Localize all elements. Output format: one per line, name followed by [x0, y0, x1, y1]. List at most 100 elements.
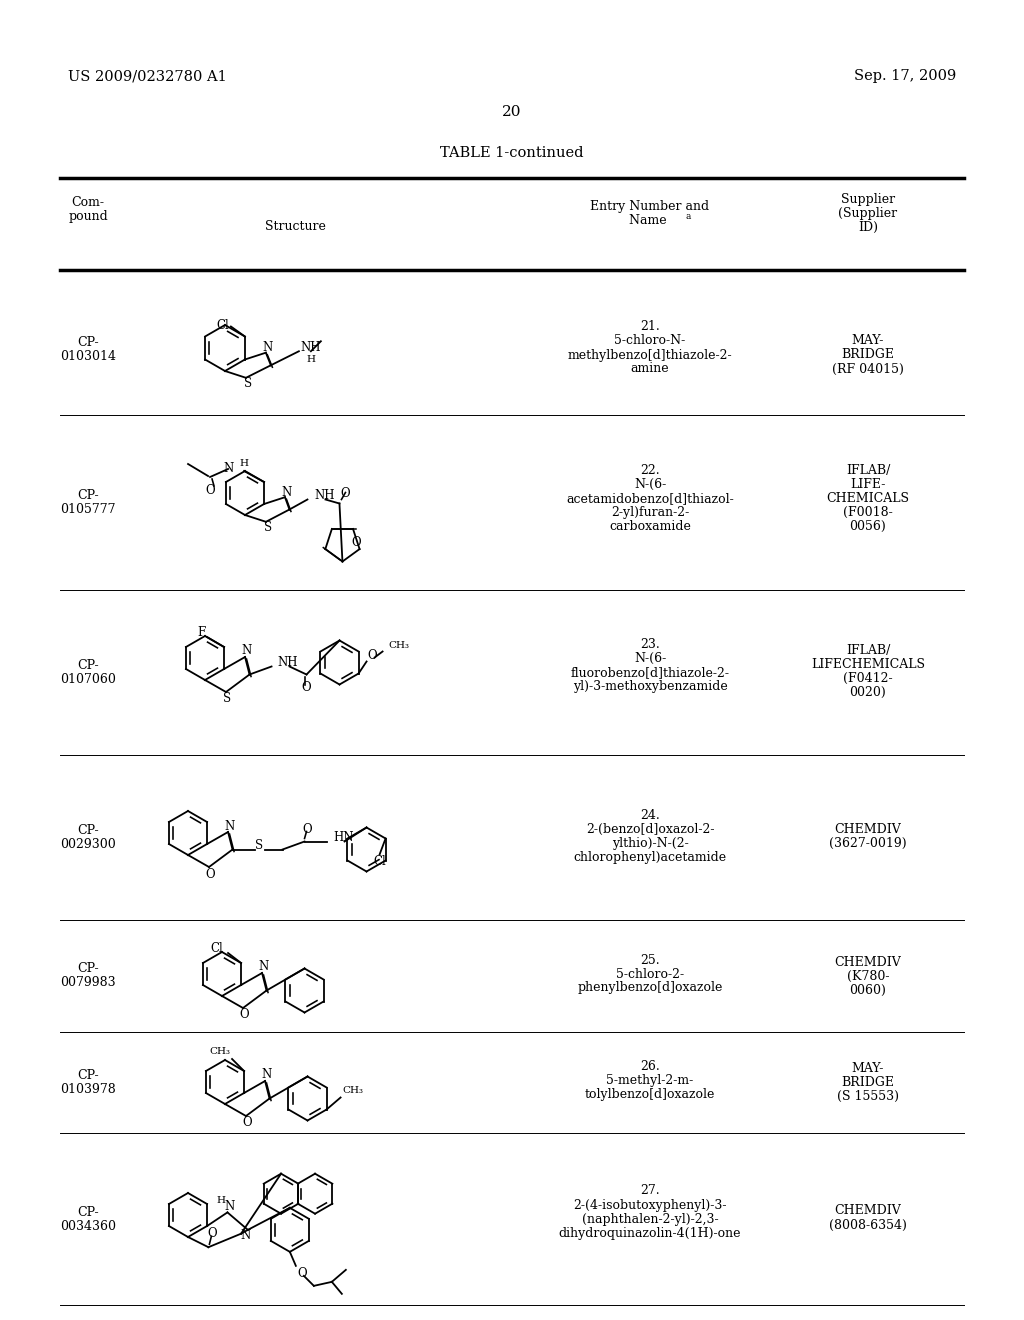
Text: LIFE-: LIFE-	[850, 478, 886, 491]
Text: H: H	[240, 458, 249, 467]
Text: 27.: 27.	[640, 1184, 659, 1197]
Text: Supplier: Supplier	[841, 193, 895, 206]
Text: 0105777: 0105777	[60, 503, 116, 516]
Text: 5-chloro-N-: 5-chloro-N-	[614, 334, 686, 347]
Text: 0079983: 0079983	[60, 977, 116, 990]
Text: IFLAB/: IFLAB/	[846, 465, 890, 477]
Text: O: O	[208, 1226, 217, 1239]
Text: O: O	[368, 649, 378, 663]
Text: 0107060: 0107060	[60, 673, 116, 686]
Text: F: F	[197, 627, 205, 639]
Text: (S 15553): (S 15553)	[837, 1090, 899, 1104]
Text: LIFECHEMICALS: LIFECHEMICALS	[811, 657, 925, 671]
Text: Structure: Structure	[264, 220, 326, 234]
Text: N: N	[224, 462, 234, 475]
Text: O: O	[240, 1008, 249, 1022]
Text: N-(6-: N-(6-	[634, 652, 667, 665]
Text: 0020): 0020)	[850, 686, 887, 700]
Text: methylbenzo[d]thiazole-2-: methylbenzo[d]thiazole-2-	[567, 348, 732, 362]
Text: NH: NH	[278, 656, 298, 669]
Text: 2-yl)furan-2-: 2-yl)furan-2-	[611, 506, 689, 519]
Text: CHEMDIV: CHEMDIV	[835, 822, 901, 836]
Text: US 2009/0232780 A1: US 2009/0232780 A1	[68, 69, 226, 83]
Text: IFLAB/: IFLAB/	[846, 644, 890, 657]
Text: 2-(benzo[d]oxazol-2-: 2-(benzo[d]oxazol-2-	[586, 822, 715, 836]
Text: 20: 20	[502, 106, 522, 119]
Text: pound: pound	[69, 210, 108, 223]
Text: CP-: CP-	[77, 659, 98, 672]
Text: S: S	[223, 693, 231, 705]
Text: O: O	[205, 867, 215, 880]
Text: CH₃: CH₃	[342, 1086, 364, 1096]
Text: CP-: CP-	[77, 1205, 98, 1218]
Text: CP-: CP-	[77, 335, 98, 348]
Text: O: O	[303, 822, 312, 836]
Text: (K780-: (K780-	[847, 969, 889, 982]
Text: Entry Number and: Entry Number and	[591, 201, 710, 213]
Text: yl)-3-methoxybenzamide: yl)-3-methoxybenzamide	[572, 680, 727, 693]
Text: (8008-6354): (8008-6354)	[829, 1218, 907, 1232]
Text: 24.: 24.	[640, 809, 659, 822]
Text: NH: NH	[314, 488, 335, 502]
Text: N: N	[224, 820, 234, 833]
Text: carboxamide: carboxamide	[609, 520, 691, 533]
Text: dihydroquinazolin-4(1H)-one: dihydroquinazolin-4(1H)-one	[559, 1226, 741, 1239]
Text: Cl: Cl	[216, 319, 229, 333]
Text: a: a	[685, 213, 690, 220]
Text: 0029300: 0029300	[60, 838, 116, 851]
Text: (F0018-: (F0018-	[843, 506, 893, 519]
Text: 0056): 0056)	[850, 520, 887, 533]
Text: CH₃: CH₃	[388, 642, 410, 649]
Text: Cl: Cl	[373, 855, 386, 869]
Text: 0034360: 0034360	[60, 1220, 116, 1233]
Text: H: H	[217, 1196, 226, 1205]
Text: ID): ID)	[858, 220, 878, 234]
Text: S: S	[255, 840, 263, 851]
Text: 5-methyl-2-m-: 5-methyl-2-m-	[606, 1074, 693, 1086]
Text: NH: NH	[301, 341, 322, 354]
Text: 5-chloro-2-: 5-chloro-2-	[616, 968, 684, 981]
Text: N: N	[224, 1200, 234, 1213]
Text: CP-: CP-	[77, 1069, 98, 1082]
Text: N: N	[240, 1229, 250, 1242]
Text: CH₃: CH₃	[210, 1048, 230, 1056]
Text: O: O	[243, 1117, 252, 1130]
Text: HN: HN	[334, 832, 354, 843]
Text: S: S	[264, 521, 272, 535]
Text: Com-: Com-	[72, 195, 104, 209]
Text: S: S	[244, 378, 252, 391]
Text: CHEMDIV: CHEMDIV	[835, 956, 901, 969]
Text: Sep. 17, 2009: Sep. 17, 2009	[854, 69, 956, 83]
Text: BRIDGE: BRIDGE	[842, 1076, 895, 1089]
Text: MAY-: MAY-	[852, 1063, 884, 1074]
Text: CP-: CP-	[77, 488, 98, 502]
Text: N: N	[261, 1068, 271, 1081]
Text: ylthio)-N-(2-: ylthio)-N-(2-	[611, 837, 688, 850]
Text: H: H	[306, 355, 315, 364]
Text: (RF 04015): (RF 04015)	[833, 363, 904, 375]
Text: chlorophenyl)acetamide: chlorophenyl)acetamide	[573, 851, 727, 865]
Text: N: N	[263, 341, 273, 354]
Text: N: N	[258, 961, 268, 974]
Text: CHEMDIV: CHEMDIV	[835, 1204, 901, 1217]
Text: O: O	[297, 1267, 306, 1280]
Text: 22.: 22.	[640, 465, 659, 477]
Text: 23.: 23.	[640, 638, 659, 651]
Text: tolylbenzo[d]oxazole: tolylbenzo[d]oxazole	[585, 1088, 715, 1101]
Text: N: N	[241, 644, 251, 657]
Text: amine: amine	[631, 363, 670, 375]
Text: BRIDGE: BRIDGE	[842, 348, 895, 362]
Text: O: O	[205, 483, 215, 496]
Text: (F0412-: (F0412-	[843, 672, 893, 685]
Text: 21.: 21.	[640, 321, 659, 334]
Text: TABLE 1-continued: TABLE 1-continued	[440, 147, 584, 160]
Text: (naphthalen-2-yl)-2,3-: (naphthalen-2-yl)-2,3-	[582, 1213, 718, 1225]
Text: O: O	[341, 487, 350, 500]
Text: N: N	[282, 486, 292, 499]
Text: 2-(4-isobutoxyphenyl)-3-: 2-(4-isobutoxyphenyl)-3-	[573, 1199, 727, 1212]
Text: acetamidobenzo[d]thiazol-: acetamidobenzo[d]thiazol-	[566, 492, 734, 506]
Text: O: O	[351, 536, 361, 549]
Text: CP-: CP-	[77, 824, 98, 837]
Text: N-(6-: N-(6-	[634, 478, 667, 491]
Text: O: O	[302, 681, 311, 694]
